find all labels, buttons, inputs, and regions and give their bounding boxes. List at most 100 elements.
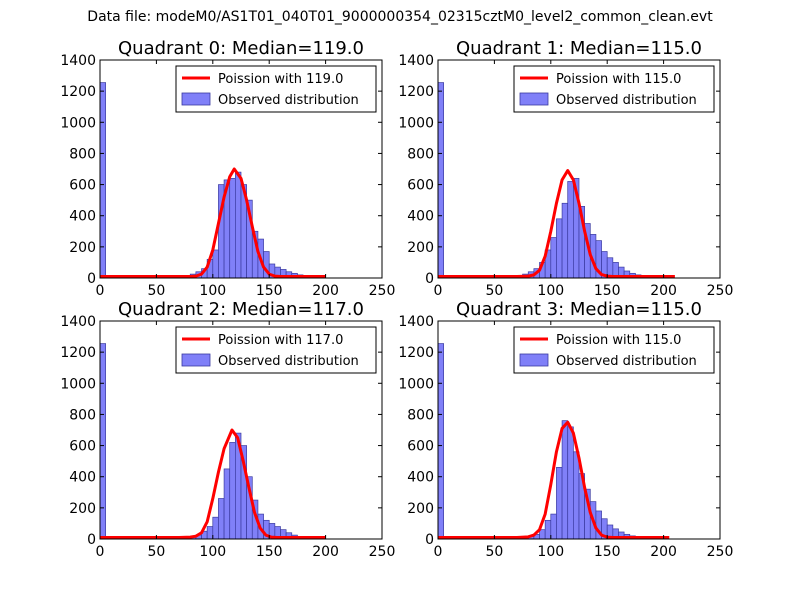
histogram-bar [100,343,106,539]
x-tick-label: 50 [485,544,503,560]
x-tick-label: 250 [707,283,734,299]
x-tick-label: 200 [650,283,677,299]
legend-label-poisson: Poission with 115.0 [556,72,681,87]
legend-bar-swatch [519,92,549,106]
axes-frame [99,59,383,279]
y-tick-label: 1000 [398,376,434,392]
histogram-bar [539,529,546,539]
y-tick-label: 0 [87,532,96,548]
y-tick-label: 400 [407,209,434,225]
y-tick-label: 1000 [398,115,434,131]
plot-area [438,343,670,539]
histogram-bar [544,519,552,539]
subplot-title: Quadrant 3: Median=115.0 [456,299,702,320]
x-tick-label: 50 [147,544,165,560]
x-tick-label: 50 [147,283,165,299]
subplot-quadrant-1: 0 50 100 150 200 250 0 200 400 600 800 1000 1200 1400… [398,38,733,299]
histogram-bar [212,249,219,278]
axes-frame [99,320,383,540]
x-tick-label: 150 [256,544,283,560]
x-tick-label: 250 [369,283,396,299]
y-tick-label: 1400 [398,314,434,330]
histogram-bar [550,237,557,278]
y-tick-label: 800 [69,407,96,423]
x-tick-label: 100 [537,283,564,299]
legend: Poission with 119.0 Observed distribution [175,65,377,113]
y-tick-label: 800 [407,407,434,423]
x-tick-label: 250 [707,544,734,560]
plot-area [100,343,326,539]
legend-label-observed: Observed distribution [556,354,697,369]
legend-bar-swatch [181,353,211,367]
legend-label-poisson: Poission with 115.0 [556,333,681,348]
histogram-bar [100,82,106,278]
x-tick-label: 0 [96,283,105,299]
histogram-bar [567,426,574,539]
y-tick-label: 1200 [398,84,434,100]
histogram-bar [556,467,563,539]
legend-label-observed: Observed distribution [218,93,359,108]
histogram-bar [223,468,231,539]
histogram-bar [218,498,225,539]
y-tick-label: 1400 [60,314,96,330]
poisson-curve [438,169,675,278]
histogram-bar [229,442,236,539]
x-tick-label: 200 [312,283,339,299]
y-tick-label: 1000 [60,376,96,392]
histogram-bar [550,513,557,539]
y-tick-label: 600 [407,439,434,455]
y-tick-label: 1000 [60,115,96,131]
subplot-quadrant-0: 0 50 100 150 200 250 0 200 400 600 800 1000 1200 1400… [60,38,395,299]
subplot-title: Quadrant 0: Median=119.0 [118,38,364,59]
histogram-bar [567,181,574,278]
y-tick-label: 200 [69,240,96,256]
subplot-title: Quadrant 1: Median=115.0 [456,38,702,59]
axes-frame [437,59,721,279]
legend: Poission with 115.0 Observed distribution [513,65,715,113]
y-tick-label: 800 [69,146,96,162]
x-tick-label: 0 [434,283,443,299]
legend: Poission with 115.0 Observed distribution [513,326,715,374]
histogram-bar [229,177,236,278]
histogram-bar [438,343,444,539]
y-tick-label: 600 [69,178,96,194]
x-tick-label: 100 [199,544,226,560]
y-tick-label: 0 [425,532,434,548]
x-tick-label: 150 [594,283,621,299]
plot-area [100,82,326,278]
legend: Poission with 117.0 Observed distribution [175,326,377,374]
legend-label-observed: Observed distribution [556,93,697,108]
legend-label-poisson: Poission with 117.0 [218,333,343,348]
x-tick-label: 0 [434,544,443,560]
histogram-bar [235,171,242,278]
x-tick-label: 100 [199,283,226,299]
x-tick-label: 50 [485,283,503,299]
x-tick-label: 0 [96,544,105,560]
x-tick-label: 200 [650,544,677,560]
x-tick-label: 150 [594,544,621,560]
figure-suptitle: Data file: modeM0/AS1T01_040T01_90000003… [87,9,713,25]
subplot-quadrant-3: 0 50 100 150 200 250 0 200 400 600 800 1000 1200 1400… [398,299,733,560]
legend-bar-swatch [519,353,549,367]
legend-label-poisson: Poission with 119.0 [218,72,343,87]
y-tick-label: 600 [407,178,434,194]
y-tick-label: 1400 [60,53,96,69]
y-tick-label: 200 [69,501,96,517]
poisson-curve [100,167,326,278]
y-tick-label: 0 [425,271,434,287]
histogram-bar [556,218,563,278]
y-tick-label: 600 [69,439,96,455]
subplot-quadrant-2: 0 50 100 150 200 250 0 200 400 600 800 1000 1200 1400… [60,299,395,560]
x-tick-label: 150 [256,283,283,299]
histogram-bar [573,451,580,539]
y-tick-label: 1200 [60,345,96,361]
poisson-curve [438,420,670,539]
plot-area [438,82,675,278]
y-tick-label: 1200 [60,84,96,100]
axes-frame [437,320,721,540]
x-tick-label: 100 [537,544,564,560]
y-tick-label: 1200 [398,345,434,361]
y-tick-label: 400 [69,470,96,486]
x-tick-label: 200 [312,544,339,560]
